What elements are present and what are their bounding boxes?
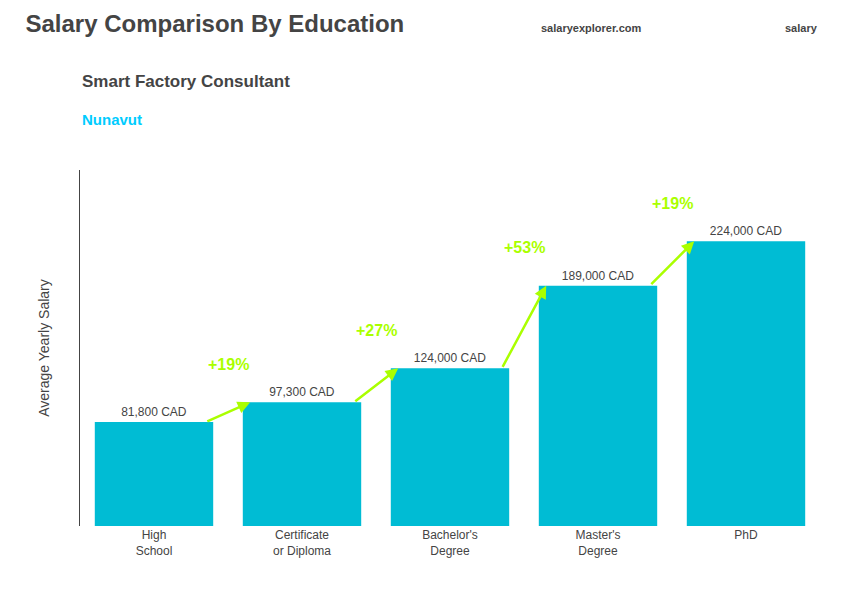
- svg-text:+53%: +53%: [504, 239, 545, 256]
- svg-text:124,000 CAD: 124,000 CAD: [414, 351, 486, 365]
- svg-text:Salary Comparison By Education: Salary Comparison By Education: [26, 10, 405, 37]
- svg-text:+27%: +27%: [356, 322, 397, 339]
- svg-text:81,800 CAD: 81,800 CAD: [121, 405, 187, 419]
- svg-text:+19%: +19%: [208, 356, 249, 373]
- svg-text:Bachelor'sDegree: Bachelor'sDegree: [422, 528, 478, 558]
- svg-text:salaryexplorer.com: salaryexplorer.com: [541, 22, 642, 34]
- svg-text:salary: salary: [785, 22, 818, 34]
- svg-text:Nunavut: Nunavut: [82, 111, 142, 128]
- svg-text:Master'sDegree: Master'sDegree: [576, 528, 621, 558]
- svg-text:Average Yearly Salary: Average Yearly Salary: [36, 279, 52, 417]
- svg-text:HighSchool: HighSchool: [136, 528, 173, 558]
- svg-text:97,300 CAD: 97,300 CAD: [269, 385, 335, 399]
- svg-text:Smart Factory Consultant: Smart Factory Consultant: [82, 72, 290, 91]
- svg-text:Certificateor Diploma: Certificateor Diploma: [273, 528, 331, 558]
- svg-text:+19%: +19%: [652, 195, 693, 212]
- svg-text:189,000 CAD: 189,000 CAD: [562, 269, 634, 283]
- svg-text:PhD: PhD: [734, 528, 758, 542]
- svg-text:224,000 CAD: 224,000 CAD: [710, 224, 782, 238]
